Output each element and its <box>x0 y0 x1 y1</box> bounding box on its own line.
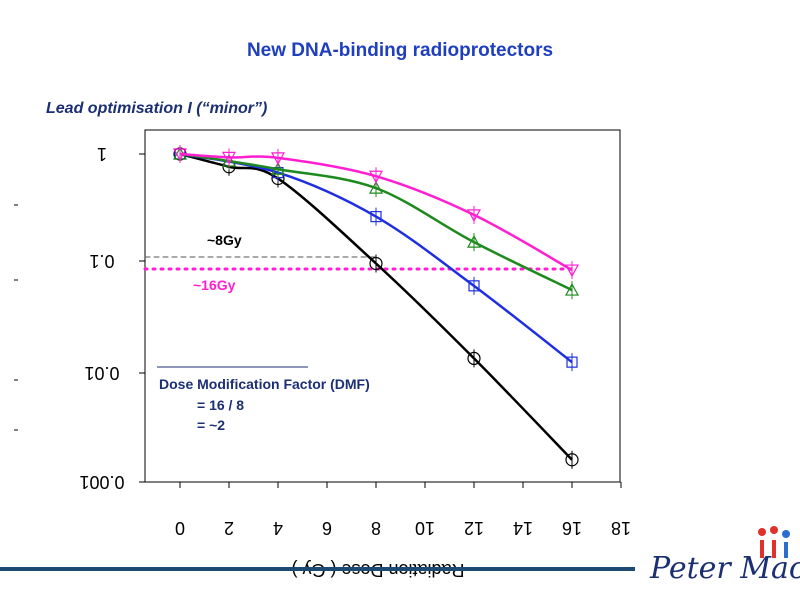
x-tick-label: 18 <box>611 518 631 538</box>
reference-lines <box>143 256 574 271</box>
slide-title: New DNA-binding radioprotectors <box>246 40 554 61</box>
peter-mac-logo: Peter Mac <box>649 526 800 586</box>
chart-axes <box>144 129 621 483</box>
footer-rule <box>0 567 635 571</box>
y-tick-label: 0.1 <box>89 251 114 271</box>
logo-bar-3 <box>784 542 788 558</box>
y-tick-label: 0.001 <box>79 472 124 492</box>
logo-dot-red <box>758 528 766 536</box>
x-tick-label: 2 <box>224 518 234 538</box>
x-tick-label: 16 <box>562 518 582 538</box>
chart-ticks: 0 2 4 6 8 10 12 14 16 18 1 0.1 0.01 0.001 <box>14 144 631 538</box>
slide-subtitle: Lead optimisation I (“minor”) <box>46 100 268 117</box>
series-line-0 <box>179 152 573 461</box>
x-tick-label: 4 <box>273 518 283 538</box>
annotation-16gy: ~16Gy <box>193 277 236 293</box>
x-tick-label: 14 <box>513 518 533 538</box>
logo-bar-1 <box>760 540 764 558</box>
x-tick-label: 8 <box>371 518 381 538</box>
logo-bar-2 <box>772 540 776 558</box>
logo-text: Peter Mac <box>649 551 800 586</box>
dmf-line-2: = 16 / 8 <box>197 397 244 413</box>
x-tick-label: 6 <box>322 518 332 538</box>
x-tick-label: 10 <box>415 518 435 538</box>
plot-frame <box>144 129 621 483</box>
x-tick-label: 0 <box>175 518 185 538</box>
x-tick-label: 12 <box>464 518 484 538</box>
dmf-line-1: Dose Modification Factor (DMF) <box>159 376 370 392</box>
y-tick-label: 1 <box>97 144 107 164</box>
dmf-line-3: = ~2 <box>197 417 225 433</box>
chart-series <box>172 145 580 469</box>
logo-dot-blue <box>782 530 790 538</box>
logo-dot-red-2 <box>770 526 778 534</box>
y-tick-label: 0.01 <box>84 363 119 383</box>
annotation-8gy: ~8Gy <box>207 232 242 248</box>
